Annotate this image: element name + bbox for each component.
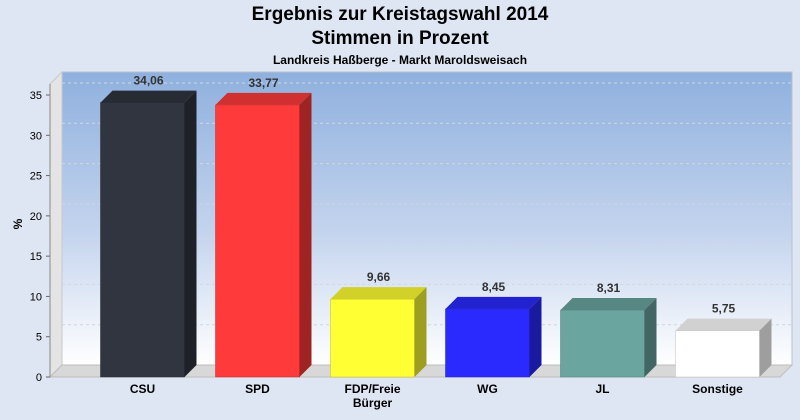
bar-front [675, 330, 760, 378]
chart-title: Ergebnis zur Kreistagswahl 2014 [251, 4, 549, 25]
bar-front [330, 298, 415, 378]
x-tick-label: Sonstige [692, 382, 743, 396]
data-label: 8,45 [482, 280, 506, 294]
y-tick-label: 20 [30, 211, 42, 223]
x-tick-label: CSU [130, 382, 155, 396]
x-tick-label: JL [595, 382, 609, 396]
bar-side [644, 298, 657, 377]
data-label: 33,77 [248, 76, 278, 90]
y-tick-label: 5 [36, 332, 42, 344]
bar-side [529, 296, 542, 377]
bar-spd [215, 92, 312, 378]
bar-front [560, 309, 645, 378]
bar-top [100, 90, 197, 103]
x-tick-label: SPD [245, 382, 270, 396]
bar-top [560, 298, 657, 311]
y-tick-label: 10 [30, 291, 42, 303]
y-tick-label: 25 [30, 171, 42, 183]
x-tick-label: WG [477, 382, 498, 396]
bar-front [445, 308, 530, 378]
x-tick-label: FDP/Freie [344, 382, 400, 396]
y-tick-label: 0 [36, 372, 42, 384]
y-axis-label: % [11, 218, 25, 229]
bar-wg [445, 296, 542, 378]
plot-side-wall [49, 70, 63, 379]
y-tick-label: 30 [30, 130, 42, 142]
bar-front [100, 102, 185, 378]
bar-front [215, 104, 300, 378]
bar-csu [100, 90, 197, 378]
y-tick-label: 15 [30, 251, 42, 263]
chart-caption: Landkreis Haßberge - Markt Maroldsweisac… [272, 53, 528, 67]
bar-top [215, 92, 312, 105]
y-tick-label: 35 [30, 90, 42, 102]
bar-side [759, 318, 772, 377]
bar-sonstige [675, 318, 772, 378]
chart-subtitle: Stimmen in Prozent [311, 28, 489, 49]
bar-side [414, 287, 427, 377]
data-label: 8,31 [597, 281, 621, 295]
bar-jl [560, 298, 657, 378]
bar-fdp-freie-b-rger [330, 287, 427, 378]
bar-side [184, 90, 197, 377]
bar-side [299, 92, 312, 378]
bar-top [330, 287, 427, 300]
data-label: 9,66 [367, 270, 391, 284]
data-label: 5,75 [712, 302, 736, 316]
x-tick-label: Bürger [353, 396, 393, 410]
bar-top [445, 296, 542, 309]
bar-top [675, 318, 772, 331]
data-label: 34,06 [133, 74, 163, 88]
